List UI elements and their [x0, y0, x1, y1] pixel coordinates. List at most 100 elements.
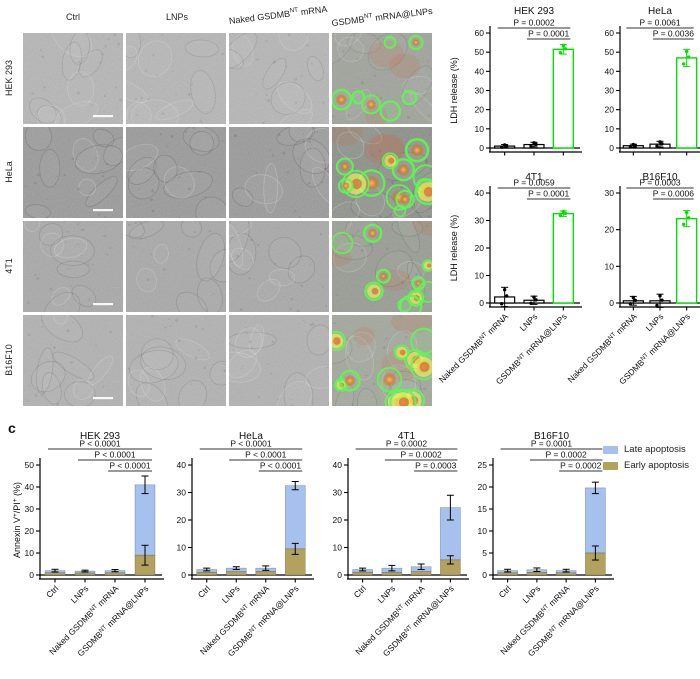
y-tick-label: 0: [482, 570, 487, 580]
micro-image-4t1-col1: [126, 221, 226, 312]
bar-late-apoptosis: [134, 484, 156, 556]
bar-early-apoptosis: [74, 572, 96, 576]
micro-image-b16f10-col2: [229, 315, 329, 406]
y-tick-label: 40: [333, 460, 343, 470]
micro-image-4t1-col3: [332, 221, 432, 312]
x-axis: [39, 574, 164, 583]
micro-image-hek293-col0: [23, 33, 123, 124]
apoptosis-legend: Late apoptosis Early apoptosis: [603, 444, 689, 476]
chart-ldh-4t1: 4T1 LDH release (%) 0 10 20 30 40 P = 0.0059 P =…: [437, 168, 590, 412]
x-axis: [492, 574, 614, 583]
scale-bar: [93, 209, 113, 212]
pvalue-label: P < 0.0001: [245, 450, 286, 460]
panel-c-label: c: [8, 420, 16, 436]
y-tick-label: 50: [475, 47, 485, 57]
x-tick-label: Ctrl: [44, 583, 60, 599]
y-axis: 0 10 20 30 40 50 60: [605, 26, 621, 153]
x-axis: [489, 147, 582, 156]
pvalue-label: P < 0.0001: [230, 439, 271, 449]
legend-label-early: Early apoptosis: [624, 460, 689, 471]
y-tick-label: 15: [478, 504, 488, 514]
y-tick-label: 10: [605, 124, 615, 134]
bar-early-apoptosis: [381, 571, 403, 576]
pvalue-label: P < 0.0001: [109, 461, 150, 471]
y-tick-label: 20: [177, 515, 187, 525]
x-tick-label: LNPs: [521, 583, 543, 605]
error-bars: [359, 494, 454, 572]
x-axis: [191, 574, 314, 583]
chart-title: HEK 293: [80, 431, 120, 442]
micro-row-label-4t1: 4T1: [4, 258, 14, 274]
late-apoptosis-swatch-icon: [603, 445, 618, 454]
y-tick-label: 20: [475, 105, 485, 115]
micro-col-header-mrna-lnps: GSDMBNT mRNA@LNPs: [331, 5, 434, 29]
chart-apo-4t1: 4T1 0 10 20 30 40 P = 0.0002 P = 0.0002 P = 0.00…: [318, 425, 469, 679]
y-axis: 0 10 20 30 40: [177, 458, 193, 580]
bar: [675, 217, 698, 304]
chart-ldh-b16f10: B16F10 0 10 20 30 P = 0.0003 P = 0.0006 Naked G…: [565, 168, 700, 412]
y-tick-label: 25: [478, 460, 488, 470]
y-tick-label: 20: [475, 243, 485, 253]
bar-early-apoptosis: [526, 572, 548, 576]
bar-early-apoptosis: [225, 571, 247, 576]
micro-image-b16f10-col1: [126, 315, 226, 406]
pvalue-label: P = 0.0003: [415, 461, 456, 471]
bars: [44, 484, 156, 576]
bars: [497, 487, 606, 576]
bar-early-apoptosis: [44, 572, 66, 576]
micro-row-label-hela: HeLa: [4, 161, 14, 183]
chart-title: HeLa: [239, 431, 263, 442]
y-axis: 0 5 10 15 20 25: [478, 458, 494, 580]
pvalue-label: P = 0.0001: [528, 29, 569, 39]
x-tick-label: Ctrl: [196, 583, 212, 599]
legend-label-late: Late apoptosis: [624, 444, 686, 455]
bars: [622, 57, 698, 149]
x-tick-label: LNPs: [518, 311, 540, 333]
x-tick-label: LNPs: [220, 583, 242, 605]
bar-late-apoptosis: [284, 485, 306, 550]
pvalue-label: P = 0.0002: [386, 439, 427, 449]
scale-bar: [93, 115, 113, 118]
y-tick-label: 0: [609, 143, 614, 153]
micro-image-b16f10-col3: [332, 315, 432, 406]
bar-late-apoptosis: [585, 487, 606, 554]
y-tick-label: 5: [482, 548, 487, 558]
microscopy-grid: [23, 33, 432, 406]
micro-image-hek293-col3: [332, 33, 432, 124]
data-points: [628, 210, 691, 308]
chart-title: HEK 293: [514, 6, 554, 17]
y-tick-label: 20: [25, 526, 35, 536]
micro-image-hela-col3: [332, 127, 432, 218]
y-axis-label: LDH release (%): [449, 57, 459, 124]
y-tick-label: 60: [475, 28, 485, 38]
y-tick-label: 10: [605, 261, 615, 271]
y-tick-label: 40: [605, 66, 615, 76]
y-tick-label: 10: [25, 548, 35, 558]
micro-image-hela-col2: [229, 127, 329, 218]
micro-row-label-hek293: HEK 293: [4, 59, 14, 97]
data-points: [628, 49, 691, 149]
bars: [622, 217, 698, 304]
x-axis: [619, 147, 700, 156]
y-tick-label: 10: [333, 543, 343, 553]
x-tick-label: Ctrl: [497, 583, 513, 599]
y-tick-label: 10: [475, 271, 485, 281]
bars: [494, 48, 575, 149]
x-tick-label: LNPs: [644, 311, 666, 333]
y-tick-label: 60: [605, 28, 615, 38]
pvalue-label: P = 0.0006: [653, 189, 694, 199]
y-axis: 0 10 20 30 40: [333, 458, 349, 580]
chart-svg-ldh-hek293: HEK 293 LDH release (%) 0 10 20 30 40 50 60 P = 0…: [449, 6, 582, 156]
bar-early-apoptosis: [352, 571, 373, 576]
bars: [494, 212, 575, 304]
x-tick-label: Ctrl: [352, 583, 368, 599]
legend-item-early: Early apoptosis: [603, 460, 689, 471]
